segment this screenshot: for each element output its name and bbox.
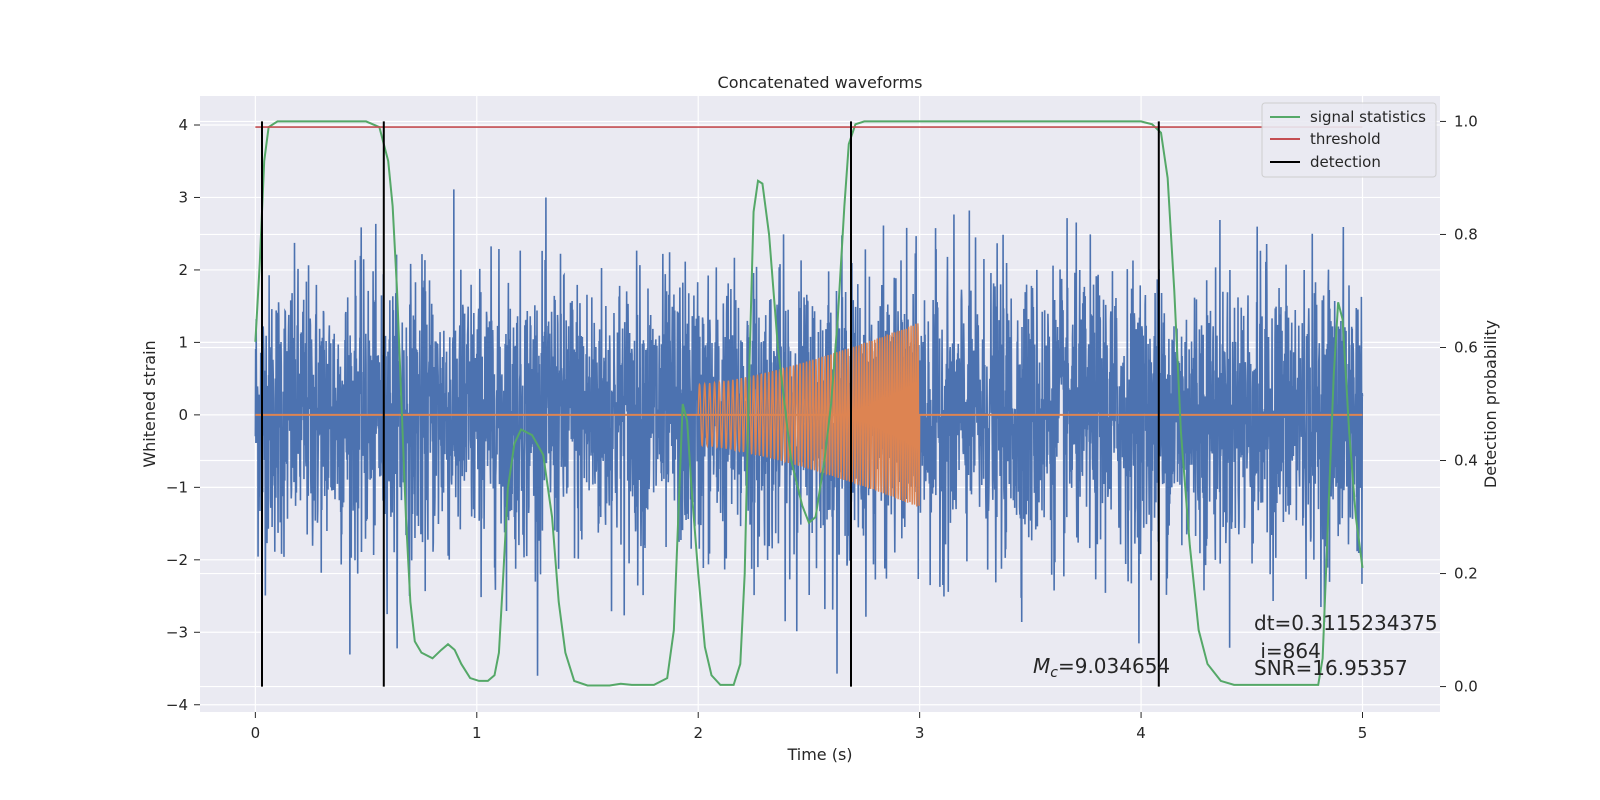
x-axis-title: Time (s) [786, 745, 852, 764]
legend-label-threshold: threshold [1310, 130, 1381, 148]
y-tick-label-6: 2 [178, 261, 188, 279]
annotations: Mc=9.034654 dt=0.3115234375 i=864 SNR=16… [1033, 611, 1438, 681]
x-tick-label-2: 2 [693, 724, 703, 742]
x-tick-label-3: 3 [915, 724, 925, 742]
dt-annotation: dt=0.3115234375 [1254, 611, 1438, 635]
x-tick-label-4: 4 [1136, 724, 1146, 742]
y-right-tick-label-4: 0.8 [1454, 225, 1478, 243]
injected-chirp-line [697, 323, 921, 507]
chirp-mass-value: =9.034654 [1058, 654, 1170, 678]
x-tick-label-1: 1 [472, 724, 482, 742]
y-axis-title: Whitened strain [140, 340, 159, 467]
y-right-tick-label-5: 1.0 [1454, 112, 1478, 130]
chirp-mass-symbol: M [1033, 654, 1050, 678]
x-tick-label-0: 0 [251, 724, 261, 742]
y-tick-label-3: −1 [166, 478, 188, 496]
signal-statistics-series [254, 120, 1364, 687]
index-annotation: i=864 [1254, 639, 1321, 663]
y-right-tick-label-0: 0.0 [1454, 678, 1478, 696]
y-right-tick-label-1: 0.2 [1454, 565, 1478, 583]
y-right-tick-label-2: 0.4 [1454, 452, 1478, 470]
legend-label-signal-statistics: signal statistics [1310, 108, 1426, 126]
ticks: 0 1 2 3 4 5 −4 −3 −2 −1 0 1 2 3 4 0.0 0.2 0.4 0.6 0.8 1.0 [166, 112, 1478, 742]
signal-statistics-line [254, 120, 1364, 687]
x-tick-label-5: 5 [1358, 724, 1368, 742]
y-tick-label-8: 4 [178, 116, 188, 134]
y-tick-label-0: −4 [166, 696, 188, 714]
chirp-mass-subscript: c [1050, 665, 1058, 681]
legend-box [1261, 102, 1437, 178]
legend-label-detection: detection [1310, 153, 1381, 171]
injected-waveform-series [255, 323, 1363, 507]
y-tick-label-4: 0 [178, 406, 188, 424]
chart-title: Concatenated waveforms [718, 73, 923, 92]
y-right-tick-label-3: 0.6 [1454, 338, 1478, 356]
y-tick-label-2: −2 [166, 551, 188, 569]
legend: signal statistics threshold detection [1261, 102, 1437, 178]
y-tick-label-5: 1 [178, 333, 188, 351]
snr-annotation: SNR=16.95357 [1254, 656, 1408, 680]
y-tick-label-7: 3 [178, 188, 188, 206]
y-tick-label-1: −3 [166, 623, 188, 641]
y-axis-right-title: Detection probability [1481, 320, 1500, 488]
detection-series [261, 121, 1160, 687]
chirp-mass-annotation: Mc=9.034654 [1033, 654, 1170, 681]
